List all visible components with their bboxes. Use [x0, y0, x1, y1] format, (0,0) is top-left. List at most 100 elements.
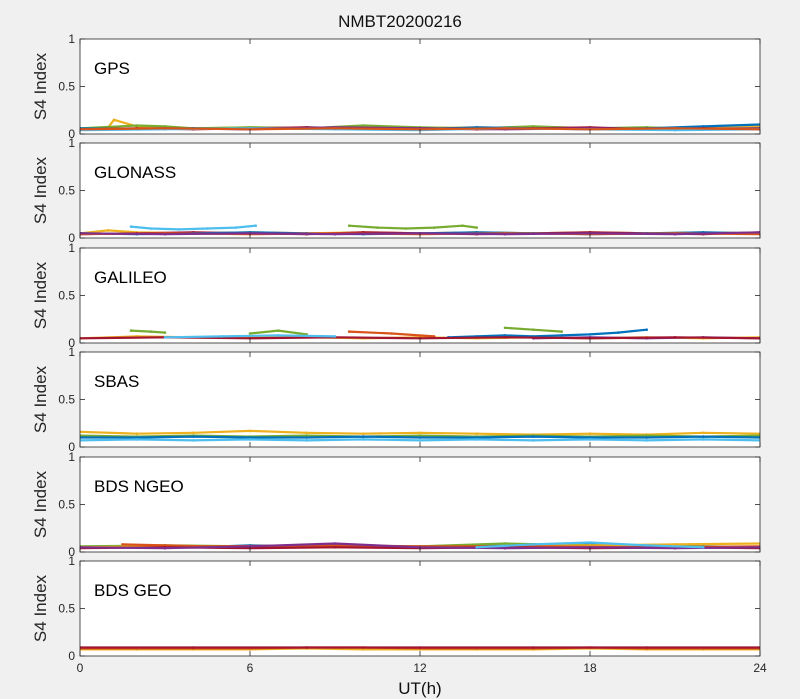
data-point	[305, 436, 309, 439]
data-point	[129, 225, 133, 228]
data-point	[163, 127, 167, 130]
x-tick-label: 6	[247, 661, 254, 675]
y-tick-label: 0	[68, 649, 75, 663]
data-point	[617, 331, 620, 334]
x-tick-label: 24	[753, 661, 767, 675]
data-point	[560, 330, 563, 333]
data-point	[248, 332, 252, 335]
y-tick-label: 0	[68, 127, 75, 141]
data-point	[121, 543, 124, 546]
y-tick-label: 0	[68, 336, 75, 350]
y-tick-label: 0.5	[58, 393, 75, 407]
chart-title: NMBT20200216	[338, 12, 462, 31]
data-point	[248, 429, 252, 433]
data-point	[418, 431, 422, 435]
data-point	[248, 436, 252, 439]
data-point	[163, 546, 167, 550]
data-point	[532, 435, 535, 438]
data-point	[673, 232, 677, 236]
panel-label: GPS	[94, 59, 130, 78]
data-point	[248, 545, 252, 548]
data-point	[248, 438, 252, 441]
axes-background	[80, 39, 760, 134]
data-point	[163, 125, 167, 128]
data-point	[163, 544, 167, 547]
data-point	[532, 646, 535, 649]
data-point	[475, 438, 479, 441]
panel-label: GLONASS	[94, 163, 176, 182]
axes-background	[80, 248, 760, 343]
data-point	[673, 546, 677, 550]
data-point	[645, 439, 648, 442]
data-point	[333, 544, 337, 547]
data-point	[418, 436, 422, 439]
data-point	[149, 330, 153, 333]
y-axis-label: S4 Index	[31, 365, 50, 433]
y-axis-label: S4 Index	[31, 470, 50, 538]
data-point	[475, 226, 479, 229]
data-point	[163, 232, 167, 236]
data-point	[305, 439, 309, 442]
data-point	[588, 438, 592, 441]
data-point	[503, 546, 507, 550]
panel-label: SBAS	[94, 372, 139, 391]
data-point	[503, 336, 507, 339]
axes-background	[80, 457, 760, 552]
data-point	[532, 543, 535, 546]
data-point	[347, 224, 351, 227]
data-point	[305, 434, 309, 437]
data-point	[192, 431, 195, 435]
data-point	[503, 127, 507, 130]
data-point	[390, 332, 394, 335]
data-point	[135, 124, 138, 127]
data-point	[163, 331, 167, 334]
data-point	[347, 330, 351, 333]
data-point	[135, 438, 138, 441]
data-point	[645, 328, 648, 332]
y-tick-label: 0	[68, 545, 75, 559]
data-point	[404, 227, 408, 230]
x-tick-label: 18	[583, 661, 597, 675]
data-point	[362, 124, 365, 127]
data-point	[673, 543, 677, 546]
data-point	[112, 118, 116, 122]
data-point	[254, 224, 257, 227]
data-point	[206, 227, 209, 230]
series-line	[349, 224, 477, 230]
data-point	[702, 438, 705, 441]
y-tick-label: 0	[68, 440, 75, 454]
y-tick-label: 1	[68, 32, 75, 46]
axes-background	[80, 352, 760, 447]
y-axis-label: S4 Index	[31, 52, 50, 120]
data-point	[645, 646, 648, 649]
x-axis-label: UT(h)	[398, 679, 442, 698]
y-tick-label: 0.5	[58, 184, 75, 198]
data-point	[220, 335, 223, 338]
data-point	[588, 432, 592, 436]
y-tick-label: 0.5	[58, 602, 75, 616]
data-point	[588, 541, 592, 544]
data-point	[503, 542, 507, 545]
data-point	[702, 546, 705, 549]
data-point	[333, 232, 337, 236]
data-point	[177, 228, 181, 231]
data-point	[192, 646, 195, 649]
y-axis-label: S4 Index	[31, 574, 50, 642]
data-point	[418, 439, 422, 442]
data-point	[588, 436, 592, 439]
y-tick-label: 1	[68, 136, 75, 150]
data-point	[305, 646, 309, 649]
data-point	[673, 336, 677, 339]
data-point	[107, 229, 110, 232]
data-point	[702, 125, 705, 128]
y-axis-label: S4 Index	[31, 156, 50, 224]
series-line	[164, 334, 336, 339]
data-point	[532, 125, 535, 128]
data-point	[362, 648, 365, 651]
data-point	[588, 333, 592, 336]
data-point	[461, 224, 464, 227]
data-point	[702, 435, 705, 438]
y-tick-label: 1	[68, 554, 75, 568]
data-point	[673, 127, 677, 130]
